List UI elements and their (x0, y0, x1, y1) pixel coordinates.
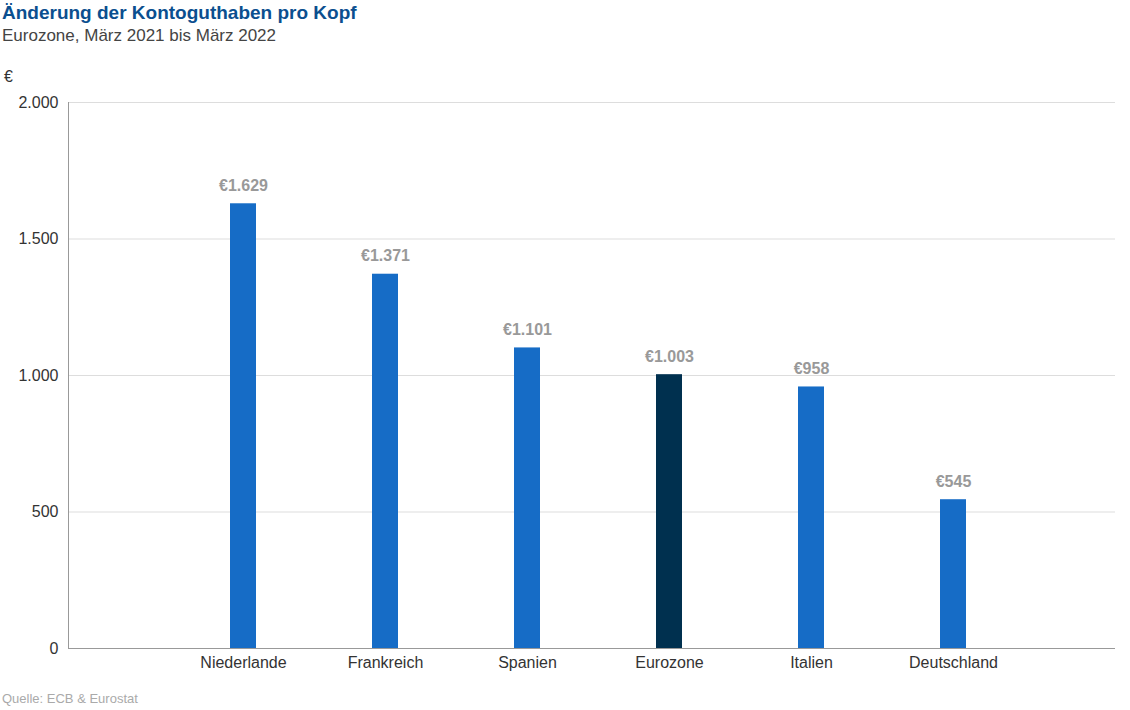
svg-text:1.000: 1.000 (18, 367, 58, 384)
svg-text:Niederlande: Niederlande (200, 654, 286, 671)
html-text:Quelle: ECB & Eurostat: Quelle: ECB & Eurostat (2, 691, 138, 706)
svg-text:1.500: 1.500 (18, 230, 58, 247)
svg-text:500: 500 (32, 503, 59, 520)
html-text:Änderung der Kontoguthaben pro: Änderung der Kontoguthaben pro Kopf (2, 2, 357, 23)
svg-text:Frankreich: Frankreich (348, 654, 424, 671)
svg-text:€1.101: €1.101 (503, 321, 552, 338)
svg-text:0: 0 (50, 640, 59, 657)
svg-text:€1.371: €1.371 (361, 247, 410, 264)
svg-text:2.000: 2.000 (18, 94, 58, 111)
svg-text:Deutschland: Deutschland (909, 654, 998, 671)
svg-text:€1.003: €1.003 (645, 348, 694, 365)
svg-text:Italien: Italien (790, 654, 833, 671)
svg-text:€1.629: €1.629 (219, 177, 268, 194)
svg-text:€545: €545 (936, 473, 972, 490)
svg-text:Eurozone: Eurozone (635, 654, 704, 671)
html-text:Eurozone, März 2021 bis März 2: Eurozone, März 2021 bis März 2022 (2, 26, 276, 45)
svg-text:Spanien: Spanien (498, 654, 557, 671)
svg-text:€958: €958 (794, 360, 830, 377)
